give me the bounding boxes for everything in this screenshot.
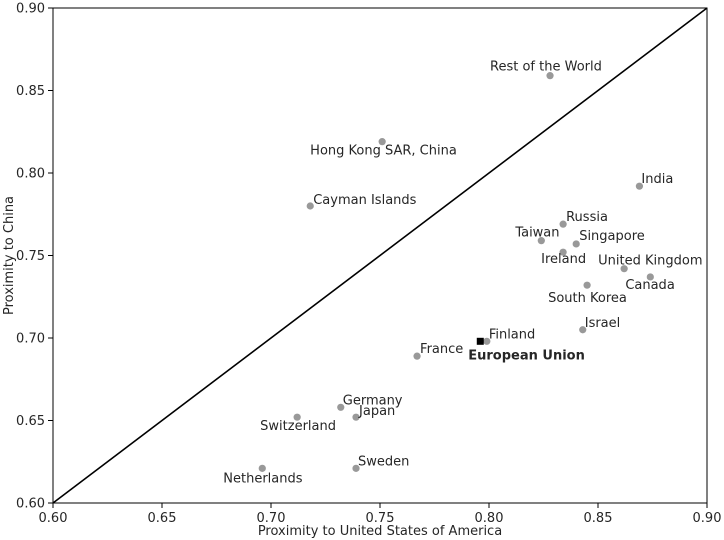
points-layer bbox=[258, 72, 654, 472]
y-axis-label: Proximity to China bbox=[2, 196, 17, 315]
point-india bbox=[635, 182, 644, 190]
point-united-kingdom bbox=[620, 265, 628, 273]
reference-line-y-equals-x bbox=[52, 7, 708, 504]
point-south-korea bbox=[583, 281, 591, 289]
point-netherlands bbox=[258, 464, 266, 472]
point-cayman-islands bbox=[306, 202, 314, 210]
point-label-japan: Japan bbox=[358, 404, 395, 419]
point-label-united-kingdom: United Kingdom bbox=[598, 254, 702, 269]
point-label-singapore: Singapore bbox=[579, 229, 645, 244]
point-label-india: India bbox=[641, 172, 673, 187]
point-label-netherlands: Netherlands bbox=[223, 471, 302, 486]
y-tick-label: 0.90 bbox=[16, 2, 45, 17]
point-ireland bbox=[559, 248, 567, 256]
x-tick-label: 0.60 bbox=[39, 511, 68, 526]
y-tick-label: 0.70 bbox=[16, 332, 45, 347]
point-switzerland bbox=[293, 413, 301, 421]
point-label-cayman-islands: Cayman Islands bbox=[313, 193, 416, 208]
point-label-canada: Canada bbox=[625, 278, 674, 293]
point-sweden bbox=[352, 464, 360, 472]
point-france bbox=[413, 352, 421, 360]
point-label-israel: Israel bbox=[585, 316, 621, 331]
point-european-union bbox=[476, 337, 484, 345]
point-label-taiwan: Taiwan bbox=[514, 226, 559, 241]
point-canada bbox=[646, 273, 654, 281]
y-tick-label: 0.65 bbox=[16, 414, 45, 429]
point-label-switzerland: Switzerland bbox=[260, 419, 336, 434]
y-tick-label: 0.60 bbox=[16, 497, 45, 512]
point-label-european-union: European Union bbox=[468, 348, 585, 363]
x-tick-label: 0.80 bbox=[475, 511, 504, 526]
x-axis-label: Proximity to United States of America bbox=[258, 524, 502, 539]
point-label-hong-kong-sar-china: Hong Kong SAR, China bbox=[310, 144, 457, 159]
y-tick-label: 0.80 bbox=[16, 167, 45, 182]
x-tick-label: 0.65 bbox=[148, 511, 177, 526]
x-tick-label: 0.90 bbox=[693, 511, 722, 526]
point-label-sweden: Sweden bbox=[358, 454, 409, 469]
x-tick-label: 0.85 bbox=[584, 511, 613, 526]
point-label-ireland: Ireland bbox=[541, 252, 586, 267]
reference-line-layer bbox=[52, 7, 708, 504]
point-label-rest-of-the-world: Rest of the World bbox=[490, 60, 602, 75]
point-label-france: France bbox=[420, 342, 463, 357]
point-singapore bbox=[572, 240, 580, 248]
point-label-south-korea: South Korea bbox=[548, 291, 627, 306]
point-rest-of-the-world bbox=[546, 72, 554, 80]
point-label-finland: Finland bbox=[489, 327, 535, 342]
point-hong-kong-sar-china bbox=[378, 138, 386, 146]
axes-layer: 0.60 0.65 0.70 0.75 0.80 0.85 0.90 0.60 0.65 0.70… bbox=[16, 2, 721, 527]
point-russia bbox=[559, 220, 567, 228]
x-tick-label: 0.75 bbox=[366, 511, 395, 526]
point-labels-layer: Rest of the World Hong Kong SAR, China Ind… bbox=[223, 60, 702, 487]
point-japan bbox=[352, 413, 360, 421]
point-finland bbox=[483, 337, 491, 345]
x-tick-label: 0.70 bbox=[257, 511, 286, 526]
point-label-russia: Russia bbox=[566, 210, 608, 225]
point-germany bbox=[337, 403, 345, 411]
point-israel bbox=[579, 326, 587, 334]
point-taiwan bbox=[537, 237, 545, 245]
point-label-germany: Germany bbox=[343, 393, 403, 408]
y-tick-label: 0.75 bbox=[16, 249, 45, 264]
y-tick-label: 0.85 bbox=[16, 84, 45, 99]
